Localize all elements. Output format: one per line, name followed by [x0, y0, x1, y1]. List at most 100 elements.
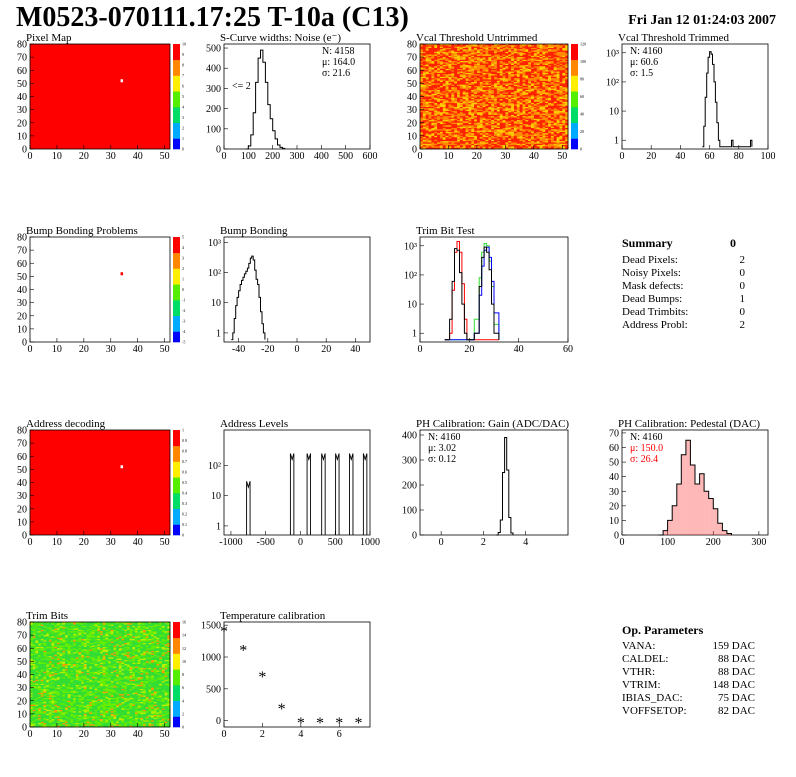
palette-tick-label: 9 [182, 52, 184, 57]
y-tick-label: 80 [17, 426, 27, 437]
heatmap-marker [121, 272, 124, 275]
op-parameters-title: Op. Parameters [622, 623, 704, 637]
summary-row-value: 0 [740, 267, 746, 279]
y-tick-label: 200 [402, 481, 417, 492]
plot-frame [224, 430, 370, 535]
y-tick-label: 10 [211, 298, 221, 309]
palette-tick-label: -3 [182, 319, 185, 324]
palette-tick-label: 60 [580, 94, 584, 99]
x-tick-label: 60 [705, 151, 715, 162]
op-row-label: VTRIM: [622, 679, 661, 691]
chart-address-decoding: Address decoding00.10.20.30.40.50.60.70.… [17, 418, 187, 548]
stats-line: N: 4160 [630, 432, 663, 443]
y-tick-label: 70 [17, 631, 27, 642]
x-tick-label: 10 [52, 344, 62, 355]
y-tick-label: 100 [206, 124, 221, 135]
x-tick-label: 400 [314, 151, 329, 162]
stats-line: σ: 21.6 [322, 68, 350, 79]
y-tick-label: 100 [402, 506, 417, 517]
y-tick-label: 1000 [201, 653, 221, 664]
summary-row-value: 2 [740, 254, 746, 266]
chart-title: Pixel Map [26, 32, 72, 44]
x-tick-label: 40 [675, 151, 685, 162]
summary-row-label: Noisy Pixels: [622, 267, 681, 279]
y-tick-label: 0 [22, 531, 27, 542]
x-tick-label: 30 [500, 151, 510, 162]
x-tick-label: 4 [523, 537, 528, 548]
x-tick-label: 200 [265, 151, 280, 162]
y-tick-label: 40 [17, 285, 27, 296]
heatmap-fill [30, 430, 170, 535]
x-tick-label: 0 [620, 151, 625, 162]
y-tick-label: 20 [17, 311, 27, 322]
series-line [307, 453, 310, 535]
series-bar [718, 523, 723, 535]
palette-tick-label: 100 [580, 59, 586, 64]
y-tick-label: 60 [17, 259, 27, 270]
palette-tick-label: 0.2 [182, 512, 187, 517]
x-tick-label: 0 [418, 344, 423, 355]
y-tick-label: 0 [412, 145, 417, 156]
x-tick-label: 20 [646, 151, 656, 162]
x-tick-label: 40 [133, 151, 143, 162]
x-tick-label: 40 [133, 537, 143, 548]
y-tick-label: 10 [17, 517, 27, 528]
series-bar [668, 520, 673, 535]
series-line [702, 52, 752, 147]
x-tick-label: 500 [338, 151, 353, 162]
y-tick-label: 1 [216, 328, 221, 339]
scatter-point: * [354, 715, 362, 732]
palette-tick-label: 40 [580, 112, 584, 117]
x-tick-label: 40 [133, 344, 143, 355]
y-tick-label: 20 [17, 504, 27, 515]
x-tick-label: 40 [529, 151, 539, 162]
y-tick-label: 10 [609, 516, 619, 527]
y-tick-label: 50 [17, 272, 27, 283]
palette-tick-label: 7 [182, 73, 184, 78]
y-tick-label: 40 [17, 478, 27, 489]
palette-tick-label: -4 [182, 329, 185, 334]
x-tick-label: 30 [106, 344, 116, 355]
series-bar [722, 531, 727, 535]
palette-bar [173, 622, 180, 727]
y-tick-label: 60 [17, 66, 27, 77]
x-tick-label: 10 [52, 729, 62, 740]
heatmap-marker [121, 79, 124, 82]
palette-tick-label: -2 [182, 308, 185, 313]
plot-frame [30, 237, 170, 342]
palette-tick-label: 120 [580, 42, 586, 47]
chart-title: Vcal Threshold Trimmed [618, 32, 730, 44]
palette-tick-label: 2 [182, 711, 184, 716]
palette-tick-label: 6 [182, 685, 184, 690]
palette-tick-label: 0.1 [182, 522, 187, 527]
op-row-value: 88 DAC [718, 666, 755, 678]
palette-tick-label: 10 [182, 659, 186, 664]
palette-tick-label: 8 [182, 672, 184, 677]
chart-title: Bump Bonding [220, 225, 288, 237]
op-row-value: 82 DAC [718, 705, 755, 717]
palette-tick-label: 1 [182, 428, 184, 433]
y-tick-label: 10³ [404, 241, 417, 252]
op-row-label: VOFFSETOP: [622, 705, 687, 717]
op-row-label: VTHR: [622, 666, 655, 678]
y-tick-label: 40 [17, 670, 27, 681]
x-tick-label: -40 [232, 344, 245, 355]
x-tick-label: 50 [160, 344, 170, 355]
y-tick-label: 50 [17, 465, 27, 476]
y-tick-label: 70 [407, 53, 417, 64]
y-tick-label: 10² [606, 77, 619, 88]
series-bar [677, 484, 682, 535]
y-tick-label: 0 [412, 531, 417, 542]
chart-title: PH Calibration: Pedestal (DAC) [618, 418, 760, 430]
series-line [247, 481, 250, 535]
y-tick-label: 50 [609, 458, 619, 469]
y-tick-label: 60 [407, 66, 417, 77]
series-bar [695, 484, 700, 535]
palette-tick-label: 0 [182, 533, 184, 538]
y-tick-label: 10 [17, 709, 27, 720]
